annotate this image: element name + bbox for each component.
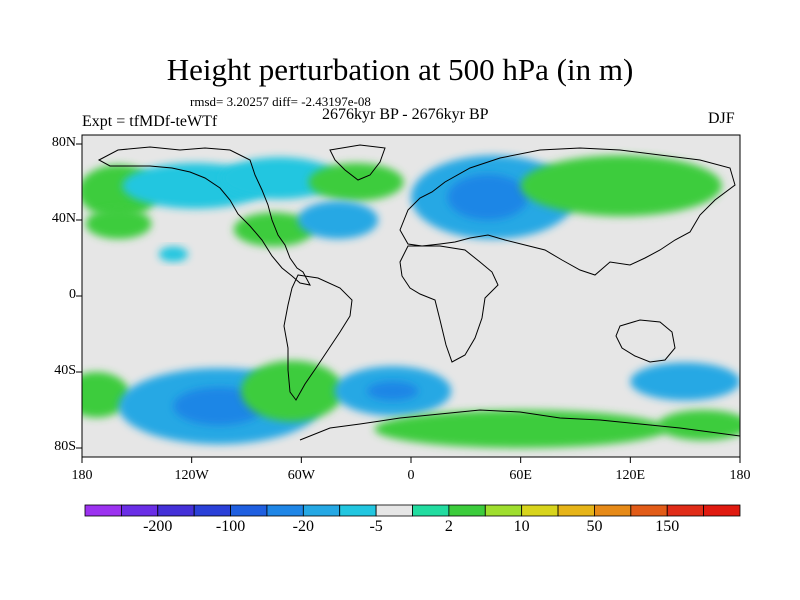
- anomaly-region: [367, 381, 419, 401]
- axis-ticks: [76, 143, 741, 463]
- anomaly-region: [447, 174, 528, 220]
- colorbar-bin: [521, 504, 559, 517]
- colorbar-label: -20: [292, 518, 314, 535]
- colorbar-bin: [266, 504, 304, 517]
- colorbar-bin: [230, 504, 268, 517]
- season-label: DJF: [708, 110, 735, 127]
- longitude-tick-label: 120E: [615, 468, 646, 483]
- colorbar-bin: [120, 504, 159, 517]
- anomaly-region: [630, 362, 740, 401]
- colorbar-bin: [484, 504, 523, 517]
- colorbar-label: 50: [586, 518, 603, 535]
- longitude-tick-label: 60E: [509, 468, 532, 483]
- longitude-tick-label: 120W: [174, 468, 209, 483]
- colorbar-bin: [84, 504, 122, 517]
- colorbar-label: -100: [215, 518, 246, 535]
- colorbar-bin: [193, 504, 231, 517]
- colorbar-label: 150: [655, 518, 680, 535]
- colorbar-bin: [302, 504, 341, 517]
- latitude-tick-label: 40S: [54, 363, 76, 378]
- colorbar-label: -200: [143, 518, 173, 535]
- anomaly-region: [520, 155, 722, 217]
- colorbar-bin: [666, 504, 705, 517]
- colorbar-label: 2: [444, 518, 453, 535]
- colorbar-label: 10: [513, 518, 530, 535]
- longitude-tick-label: 60W: [287, 468, 315, 483]
- coastline-greenland: [329, 144, 386, 181]
- map-title: Height perturbation at 500 hPa (in m): [166, 52, 634, 87]
- colorbar-bin: [448, 504, 486, 517]
- latitude-tick-label: 80S: [54, 439, 76, 454]
- anomaly-region: [158, 246, 189, 262]
- colorbar-bin: [630, 504, 668, 517]
- colorbar: [84, 504, 741, 517]
- coastline-antarctica: [299, 409, 740, 441]
- anomaly-region: [241, 360, 344, 422]
- colorbar-bin: [412, 504, 450, 517]
- longitude-tick-label: 180: [729, 468, 751, 483]
- colorbar-label: -5: [369, 518, 383, 535]
- colorbar-bin: [557, 504, 595, 517]
- anomaly-region: [308, 163, 404, 201]
- latitude-tick-label: 80N: [51, 135, 76, 150]
- longitude-tick-label: 180: [71, 468, 93, 483]
- experiment-label: Expt = tfMDf-teWTf: [82, 113, 218, 130]
- anomaly-region: [85, 208, 152, 239]
- latitude-tick-label: 40N: [51, 211, 76, 226]
- anomaly-region: [82, 372, 130, 418]
- coastline-australia: [615, 319, 676, 363]
- coastline-africa: [399, 245, 499, 363]
- latitude-tick-label: 0: [69, 287, 76, 302]
- height-field: [82, 155, 740, 448]
- coastline-north-america: [97, 146, 311, 286]
- colorbar-bin: [157, 504, 195, 517]
- coastline-south-america: [283, 274, 353, 401]
- colorbar-bin: [594, 504, 632, 517]
- colorbar-bin: [375, 504, 413, 517]
- colorbar-bin: [339, 504, 377, 517]
- coastlines: [97, 144, 740, 441]
- anomaly-region: [220, 157, 338, 200]
- colorbar-bin: [703, 504, 741, 517]
- longitude-tick-label: 0: [407, 468, 415, 483]
- anomaly-region: [233, 212, 315, 247]
- period-line: 2676kyr BP - 2676kyr BP: [322, 106, 489, 123]
- coastline-europe-asia: [399, 147, 736, 276]
- anomaly-region: [297, 201, 379, 239]
- stats-line: rmsd= 3.20257 diff= -2.43197e-08: [190, 94, 371, 109]
